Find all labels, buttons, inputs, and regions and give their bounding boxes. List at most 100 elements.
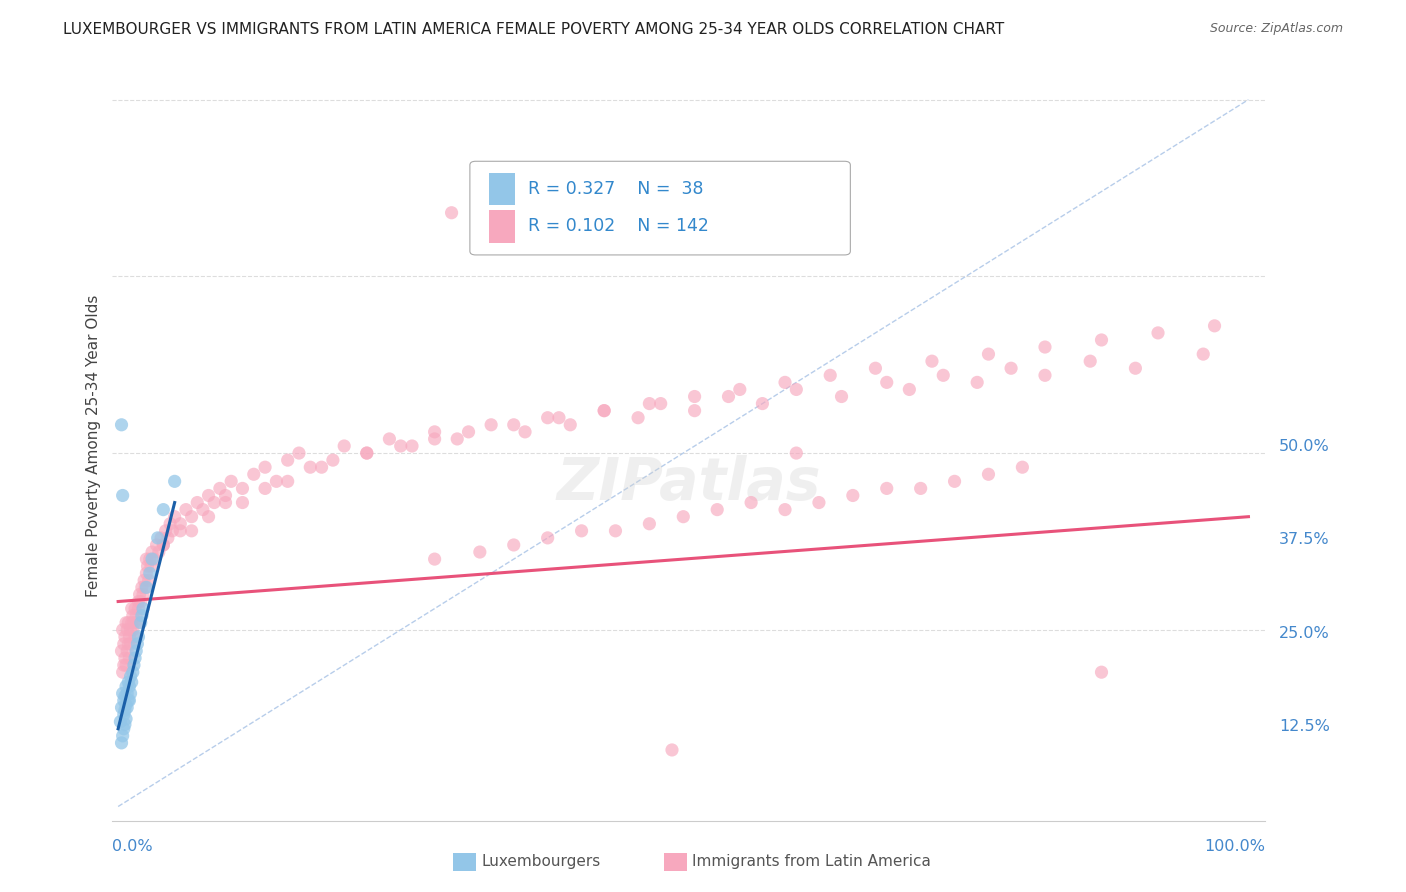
Point — [423, 432, 446, 446]
Point — [457, 425, 479, 439]
Point — [311, 460, 333, 475]
Point — [115, 658, 138, 673]
Point — [121, 665, 143, 680]
Point — [121, 623, 143, 637]
Point — [672, 509, 695, 524]
Point — [288, 446, 311, 460]
Point — [627, 410, 650, 425]
Point — [1090, 665, 1112, 680]
Point — [120, 623, 142, 637]
Point — [132, 587, 155, 601]
Point — [910, 482, 932, 496]
Point — [159, 516, 181, 531]
FancyBboxPatch shape — [453, 853, 475, 871]
Point — [773, 376, 796, 390]
Point — [152, 538, 174, 552]
Point — [208, 482, 231, 496]
Point — [977, 347, 1000, 361]
Point — [299, 460, 322, 475]
Point — [932, 368, 955, 383]
Point — [111, 665, 134, 680]
Point — [135, 580, 157, 594]
Point — [115, 686, 138, 700]
Point — [818, 368, 841, 383]
Point — [124, 651, 146, 665]
Point — [333, 439, 356, 453]
Point — [115, 644, 138, 658]
Point — [751, 396, 773, 410]
Point — [124, 601, 146, 615]
Point — [110, 644, 132, 658]
Point — [242, 467, 264, 482]
Point — [135, 566, 157, 581]
Point — [111, 729, 134, 743]
Point — [169, 524, 191, 538]
Point — [110, 736, 132, 750]
Point — [136, 559, 159, 574]
Point — [145, 538, 167, 552]
FancyBboxPatch shape — [489, 172, 515, 205]
Point — [150, 531, 173, 545]
Point — [115, 698, 138, 712]
FancyBboxPatch shape — [470, 161, 851, 255]
Point — [118, 651, 141, 665]
Point — [966, 376, 988, 390]
Point — [921, 354, 943, 368]
Point — [807, 495, 830, 509]
Point — [148, 545, 170, 559]
Point — [977, 467, 1000, 482]
Point — [120, 669, 142, 683]
Point — [865, 361, 887, 376]
Point — [513, 425, 536, 439]
Point — [1125, 361, 1147, 376]
Point — [389, 439, 412, 453]
Point — [114, 703, 136, 717]
Point — [180, 524, 202, 538]
Point — [1192, 347, 1215, 361]
Text: LUXEMBOURGER VS IMMIGRANTS FROM LATIN AMERICA FEMALE POVERTY AMONG 25-34 YEAR OL: LUXEMBOURGER VS IMMIGRANTS FROM LATIN AM… — [63, 22, 1004, 37]
Point — [110, 700, 132, 714]
Point — [162, 524, 184, 538]
Point — [214, 488, 236, 502]
Point — [163, 509, 186, 524]
Point — [118, 679, 141, 693]
Point — [446, 432, 468, 446]
Point — [134, 574, 156, 588]
Text: 37.5%: 37.5% — [1279, 533, 1330, 547]
Point — [502, 417, 524, 432]
Point — [638, 396, 661, 410]
Point — [593, 403, 616, 417]
Text: 0.0%: 0.0% — [112, 839, 153, 855]
Point — [197, 488, 219, 502]
Point — [898, 383, 921, 397]
Point — [112, 722, 135, 736]
Point — [118, 693, 141, 707]
Point — [141, 552, 163, 566]
Point — [127, 637, 149, 651]
Point — [174, 502, 197, 516]
Point — [356, 446, 378, 460]
Point — [121, 615, 143, 630]
Point — [115, 679, 138, 693]
Point — [122, 615, 145, 630]
Point — [111, 623, 134, 637]
Point — [231, 495, 253, 509]
Text: ZIPatlas: ZIPatlas — [557, 455, 821, 512]
Point — [169, 516, 191, 531]
Point — [152, 538, 174, 552]
Point — [943, 475, 966, 489]
Point — [155, 524, 177, 538]
Point — [571, 524, 593, 538]
Point — [134, 580, 156, 594]
Point — [638, 516, 661, 531]
Point — [129, 615, 152, 630]
Point — [650, 396, 672, 410]
Point — [138, 574, 160, 588]
Point — [120, 686, 142, 700]
Point — [537, 531, 560, 545]
Point — [219, 475, 242, 489]
Text: 100.0%: 100.0% — [1205, 839, 1265, 855]
FancyBboxPatch shape — [489, 210, 515, 243]
Point — [117, 615, 139, 630]
Point — [111, 686, 134, 700]
